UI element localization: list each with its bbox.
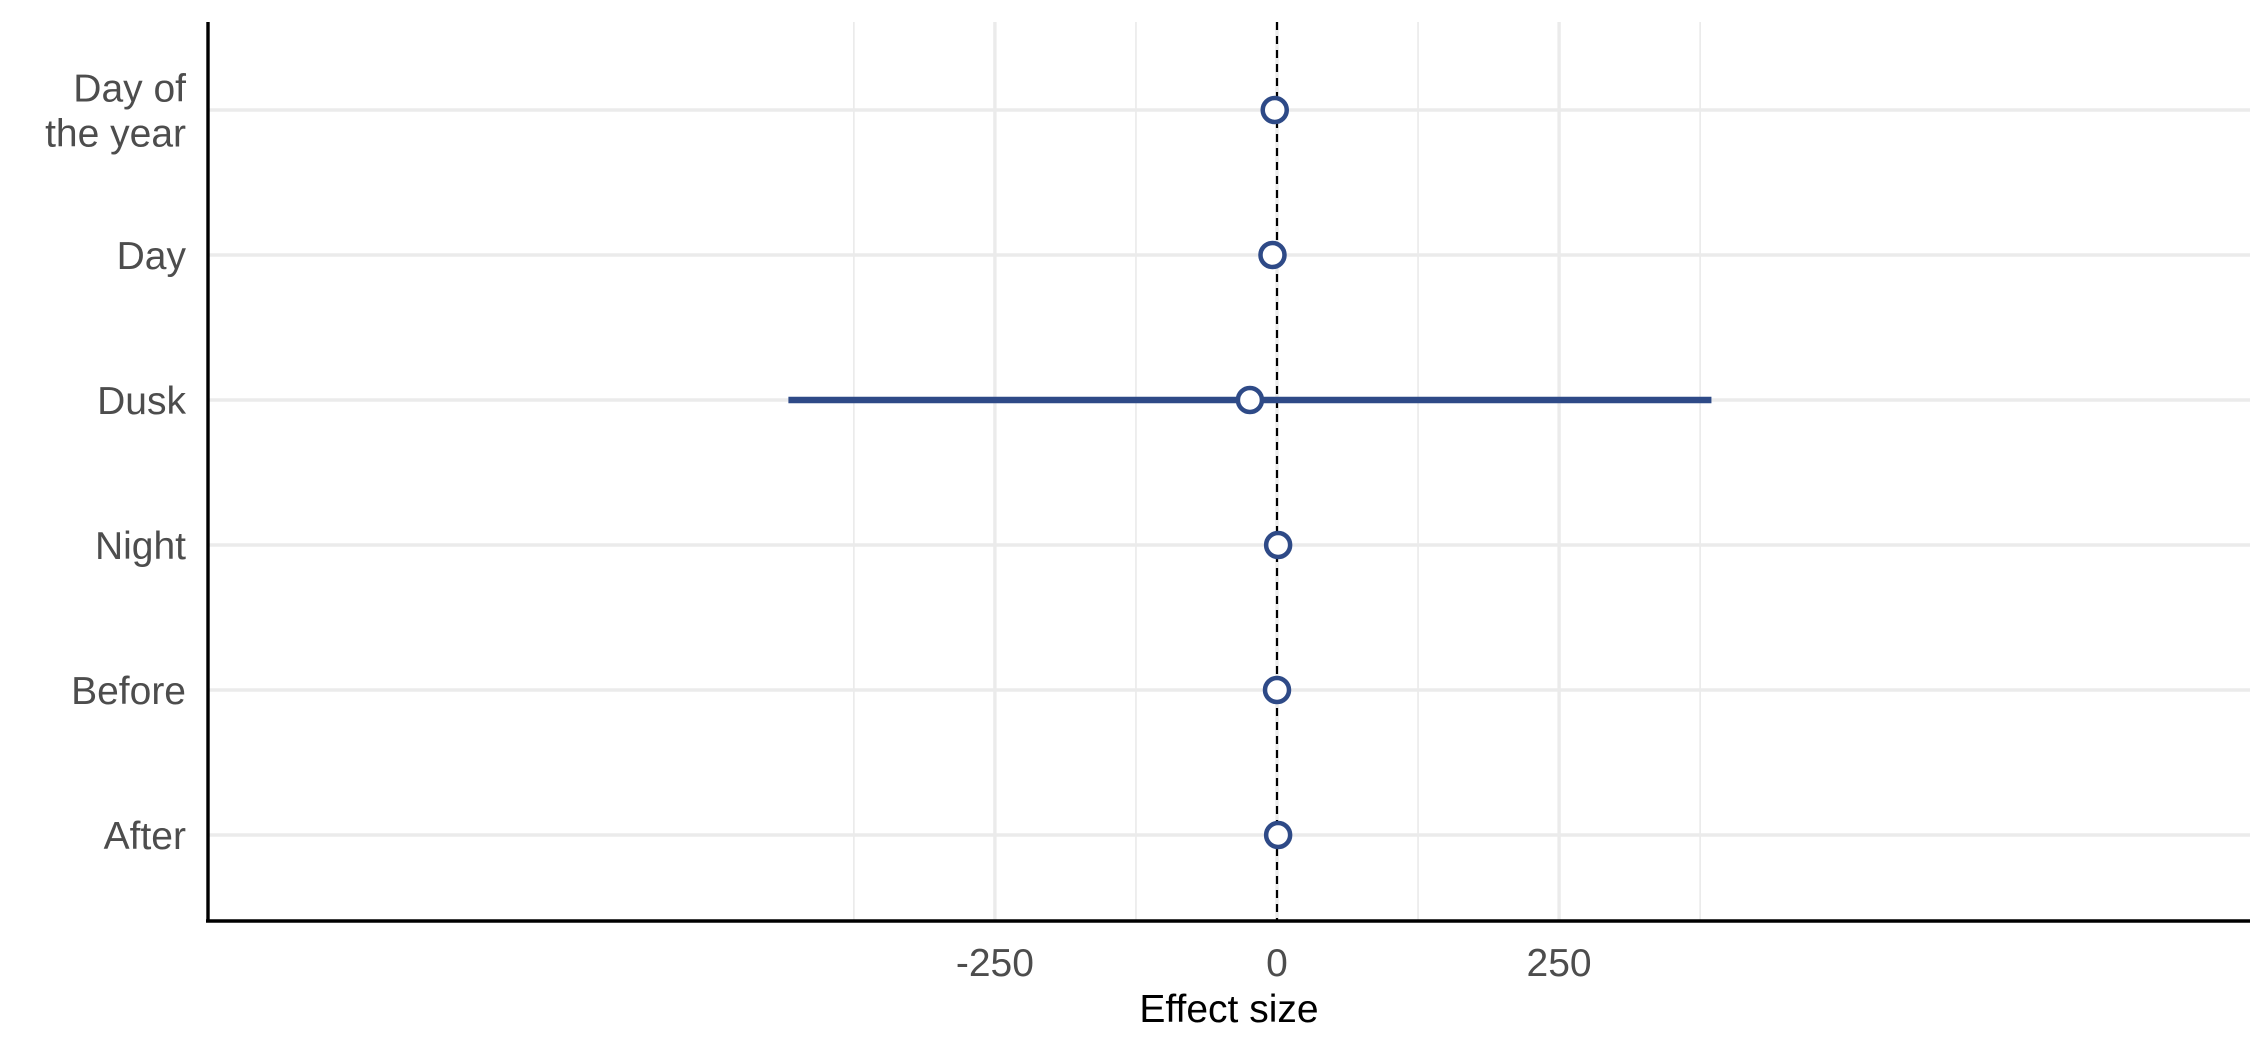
y-tick-label-line: Dusk <box>97 380 186 423</box>
y-tick-label: Night <box>95 525 186 568</box>
x-axis-title: Effect size <box>1139 988 1318 1031</box>
y-tick-label-line: Day <box>117 235 187 278</box>
y-tick-label: After <box>104 815 186 858</box>
y-tick-label: Before <box>71 670 186 713</box>
estimate-point <box>1258 240 1287 270</box>
x-tick-label: -250 <box>956 942 1034 985</box>
y-tick-label: Dusk <box>97 380 186 423</box>
estimate-point <box>1262 675 1292 705</box>
y-tick-label-line: After <box>104 815 186 858</box>
y-tick-label-line: Night <box>95 525 186 568</box>
estimate-point <box>1260 95 1289 125</box>
y-tick-label: Day <box>117 235 187 278</box>
x-tick-label: 0 <box>1266 942 1288 985</box>
estimate-point <box>1263 820 1293 850</box>
estimate-point <box>1263 530 1293 560</box>
x-tick-labels: -250 0 250 <box>956 942 1592 985</box>
x-tick-label: 250 <box>1527 942 1592 985</box>
y-tick-label-line: Day of <box>73 68 186 111</box>
estimate-points <box>1235 95 1293 850</box>
y-tick-label-line: Before <box>71 670 186 713</box>
axes <box>206 22 2250 923</box>
y-tick-labels: Day of the year Day Dusk Night Before After <box>45 68 186 859</box>
y-tick-label: Day of the year <box>45 68 186 156</box>
y-tick-label-line: the year <box>45 113 186 156</box>
estimate-point <box>1235 385 1265 415</box>
